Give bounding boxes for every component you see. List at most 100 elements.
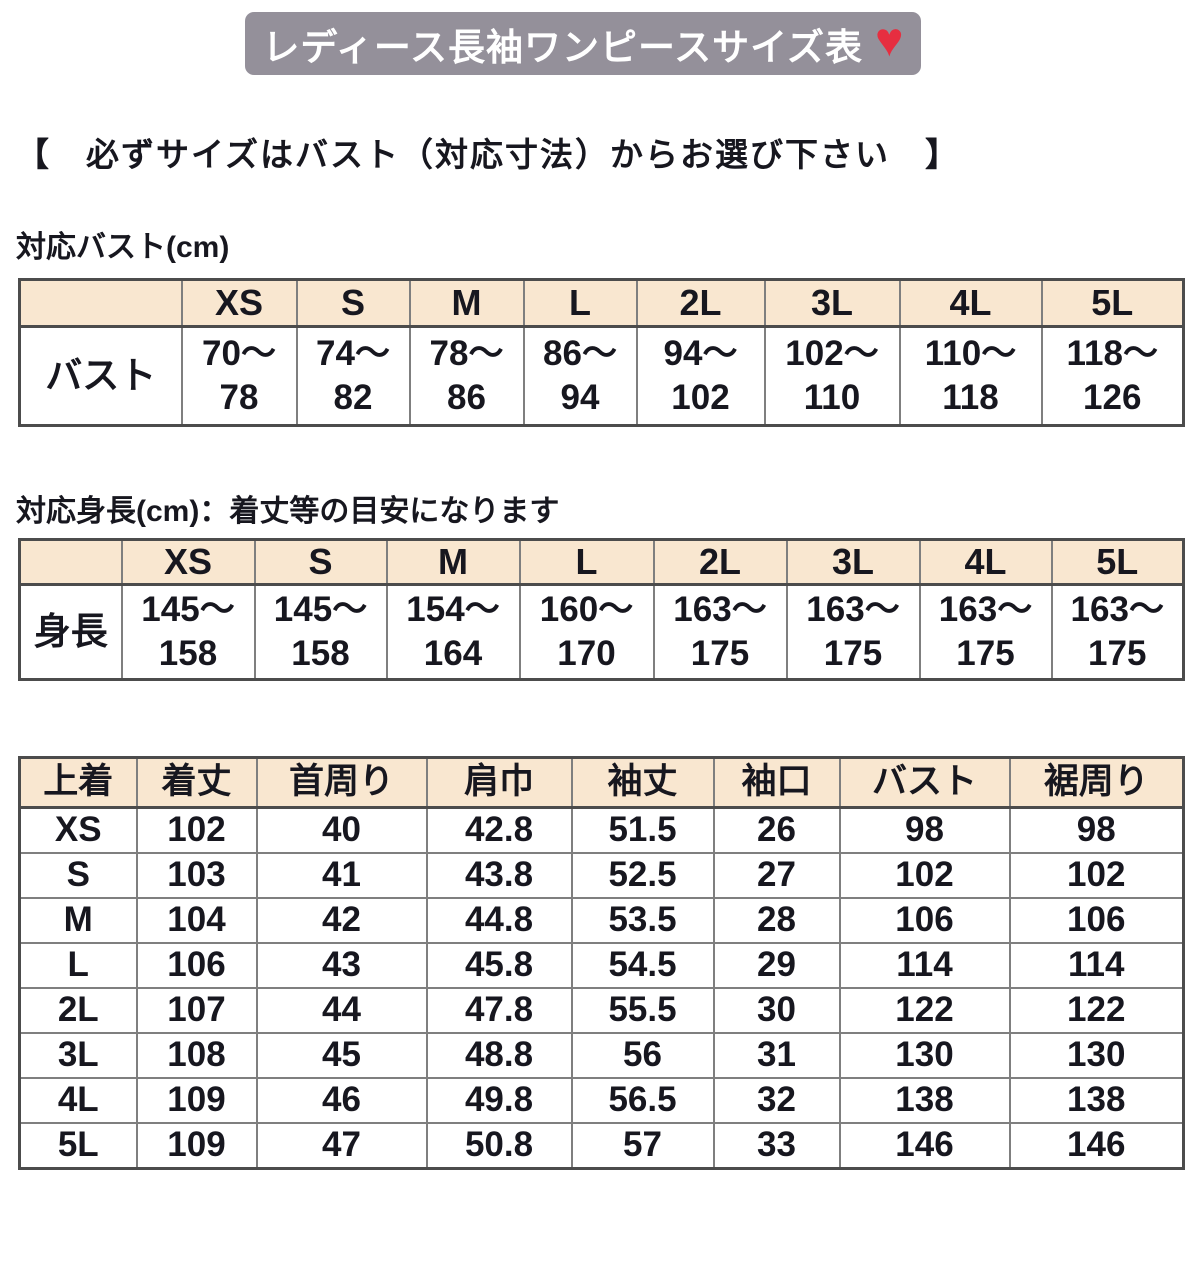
table-row: 5L 109 47 50.8 57 33 146 146 [18, 1122, 1185, 1170]
size-col-header: XS [180, 278, 298, 328]
col-header-hem: 裾周り [1008, 756, 1185, 809]
measure-cell: 108 [135, 1032, 258, 1079]
range-to: 82 [333, 378, 373, 417]
measure-cell: 28 [712, 897, 841, 944]
measure-cell: 45.8 [425, 942, 573, 989]
measure-cell: 27 [712, 852, 841, 899]
table-row: 3L 108 45 48.8 56 31 130 130 [18, 1032, 1185, 1079]
measure-cell: 106 [135, 942, 258, 989]
range-to: 175 [1088, 634, 1147, 673]
range-from: 163～ [806, 590, 900, 629]
range-from: 78～ [429, 334, 504, 373]
measure-cell: 46 [255, 1077, 428, 1124]
range-to: 170 [557, 634, 616, 673]
measure-cell: 48.8 [425, 1032, 573, 1079]
size-label-cell: 4L [18, 1077, 138, 1124]
col-header-bust: バスト [838, 756, 1011, 809]
range-from: 163～ [1070, 590, 1164, 629]
table-row: XS 102 40 42.8 51.5 26 98 98 [18, 806, 1185, 854]
range-from: 163～ [938, 590, 1033, 629]
garment-table: 上着 着丈 首周り 肩巾 袖丈 袖口 バスト 裾周り XS 102 40 42.… [18, 756, 1185, 1170]
size-range-cell: 145～ 158 [253, 583, 388, 681]
measure-cell: 98 [1008, 806, 1185, 854]
size-col-header: XS [120, 538, 256, 586]
size-range-cell: 94～ 102 [635, 325, 766, 427]
range-to: 175 [690, 634, 750, 673]
size-col-header: 3L [785, 538, 921, 586]
measure-cell: 26 [712, 806, 841, 854]
range-to: 175 [823, 634, 883, 673]
measure-cell: 55.5 [570, 987, 715, 1034]
measure-cell: 146 [838, 1122, 1011, 1170]
measure-cell: 102 [838, 852, 1011, 899]
measure-cell: 50.8 [425, 1122, 573, 1170]
col-header-length: 着丈 [135, 756, 258, 809]
measure-cell: 43 [255, 942, 428, 989]
measure-cell: 40 [255, 806, 428, 854]
height-table-corner-cell [18, 538, 123, 586]
size-col-header: 3L [763, 278, 901, 328]
size-col-header: 5L [1040, 278, 1185, 328]
measure-cell: 102 [1008, 852, 1185, 899]
range-to: 86 [447, 378, 486, 417]
measure-cell: 47 [255, 1122, 428, 1170]
size-range-cell: 118～ 126 [1040, 325, 1185, 427]
range-from: 94～ [663, 334, 738, 373]
size-range-cell: 102～ 110 [763, 325, 901, 427]
table-row: M 104 42 44.8 53.5 28 106 106 [18, 897, 1185, 944]
table-row: S 103 41 43.8 52.5 27 102 102 [18, 852, 1185, 899]
measure-cell: 109 [135, 1122, 258, 1170]
range-to: 94 [560, 378, 600, 417]
measure-cell: 114 [838, 942, 1011, 989]
size-col-header: L [518, 538, 655, 586]
size-label-cell: S [18, 852, 138, 899]
size-label-cell: 2L [18, 987, 138, 1034]
size-label-cell: L [18, 942, 138, 989]
measure-cell: 106 [1008, 897, 1185, 944]
range-from: 118～ [1066, 334, 1158, 373]
range-from: 163～ [673, 590, 767, 629]
table-row: 4L 109 46 49.8 56.5 32 138 138 [18, 1077, 1185, 1124]
size-range-cell: 163～ 175 [652, 583, 788, 681]
size-range-cell: 74～ 82 [295, 325, 411, 427]
measure-cell: 138 [1008, 1077, 1185, 1124]
measure-cell: 32 [712, 1077, 841, 1124]
measure-cell: 33 [712, 1122, 841, 1170]
measure-cell: 122 [1008, 987, 1185, 1034]
size-range-cell: 110～ 118 [898, 325, 1043, 427]
size-label-cell: 3L [18, 1032, 138, 1079]
measure-cell: 130 [1008, 1032, 1185, 1079]
height-table: XS S M L 2L 3L 4L 5L 身長 145～ 158 145～ 15… [18, 538, 1185, 681]
measure-cell: 52.5 [570, 852, 715, 899]
height-section-label: 対応身長(cm)：着丈等の目安になります [16, 495, 560, 528]
height-row-label: 身長 [18, 583, 123, 681]
measure-cell: 56 [570, 1032, 715, 1079]
size-col-header: S [295, 278, 411, 328]
range-to: 118 [942, 378, 999, 417]
range-to: 78 [219, 378, 259, 417]
range-from: 74～ [316, 334, 390, 373]
measure-cell: 44.8 [425, 897, 573, 944]
measure-cell: 102 [135, 806, 258, 854]
size-col-header: M [385, 538, 521, 586]
measure-cell: 57 [570, 1122, 715, 1170]
size-col-header: M [408, 278, 525, 328]
measure-cell: 146 [1008, 1122, 1185, 1170]
size-col-header: 4L [898, 278, 1043, 328]
bust-table-header-row: XS S M L 2L 3L 4L 5L [18, 278, 1185, 328]
measure-cell: 114 [1008, 942, 1185, 989]
size-col-header: L [522, 278, 638, 328]
measure-cell: 30 [712, 987, 841, 1034]
range-to: 126 [1083, 378, 1142, 417]
table-row: 2L 107 44 47.8 55.5 30 122 122 [18, 987, 1185, 1034]
range-from: 86～ [543, 334, 617, 373]
col-header-sleeve-length: 袖丈 [570, 756, 715, 809]
garment-table-header-row: 上着 着丈 首周り 肩巾 袖丈 袖口 バスト 裾周り [18, 756, 1185, 809]
measure-cell: 106 [838, 897, 1011, 944]
bust-row-label: バスト [18, 325, 183, 427]
measure-cell: 41 [255, 852, 428, 899]
range-to: 164 [423, 634, 483, 673]
range-from: 145～ [141, 590, 235, 629]
measure-cell: 107 [135, 987, 258, 1034]
measure-cell: 31 [712, 1032, 841, 1079]
